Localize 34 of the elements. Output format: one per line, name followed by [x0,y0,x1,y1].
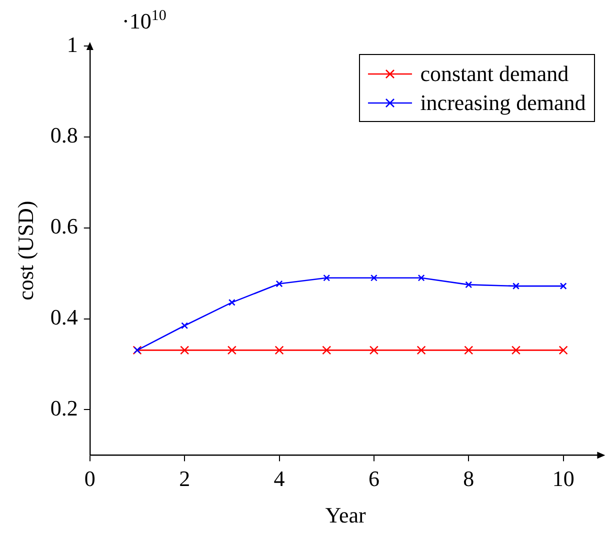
text: ·10$^{10}$ [122,8,166,34]
y-tick-label: 0.8 [50,122,78,148]
x-tick-label: 4 [274,466,285,492]
legend-label: constant demand [420,60,569,88]
point [418,274,425,282]
point [180,346,190,355]
x-tick-label: 8 [463,466,474,492]
point [323,274,330,282]
x-tick-label: 10 [552,466,574,492]
point [511,346,521,355]
y-tick-label: 0.2 [50,396,78,421]
point [465,281,472,288]
legend-label: increasing demand [420,89,586,117]
x-tick-label: 2 [179,466,190,492]
x-tick-label: 0 [84,466,96,492]
point [512,282,520,290]
y-tick-label: 1 [66,32,78,57]
y-tick-label: 0.4 [50,304,78,330]
point [181,322,188,330]
point [464,346,474,355]
point [558,346,568,355]
point [416,346,426,355]
point [369,346,378,355]
y-axis-title: cost (USD) [12,200,38,300]
point [560,282,567,290]
x-tick-label: 6 [368,466,380,492]
point [228,298,236,306]
y-tick-label: 0.6 [50,214,78,239]
point [227,346,236,355]
point [274,346,284,355]
point [322,346,332,355]
x-axis-title: Year [325,502,366,528]
point [370,274,378,282]
point [276,280,283,288]
